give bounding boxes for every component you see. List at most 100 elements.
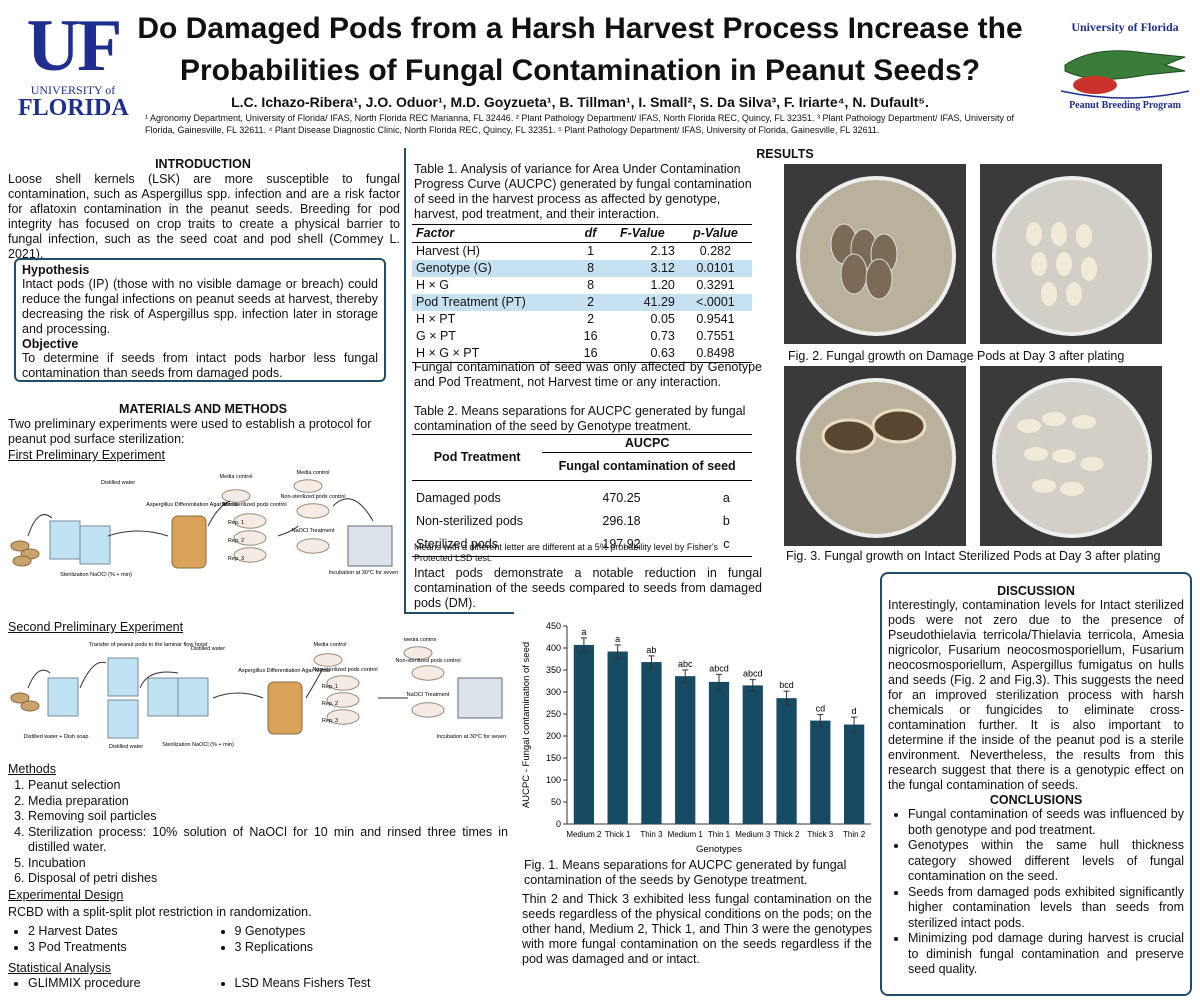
paragraph: Fungal contamination of seed was only af… — [414, 360, 762, 389]
table-cell: G × PT — [416, 329, 456, 343]
error-bar — [580, 637, 587, 653]
figure-caption: Fig. 1. Means separations for AUCPC gene… — [524, 858, 847, 887]
diagram-label: Sterilization NaOCl (% + min) — [60, 572, 132, 578]
paragraph: Loose shell kernels (LSK) are more susce… — [8, 172, 400, 261]
error-bar — [716, 673, 722, 690]
y-tick-label: 150 — [546, 753, 561, 763]
diagram-label: Incubation at 30°C for seven days — [437, 734, 508, 740]
x-tick-label: Thin 2 — [843, 830, 866, 839]
anova-table: Factor df F-Value p-Value Harvest (H) 1 2.13 0.… — [412, 224, 752, 363]
table-row: Non-sterilized pods 296.18 b — [412, 510, 752, 533]
media-bottle — [171, 515, 207, 569]
error-bar — [783, 690, 790, 706]
pod — [840, 253, 868, 295]
peanut — [12, 555, 32, 567]
beaker — [107, 657, 139, 697]
diagram-label: Rep. 2 — [322, 701, 338, 707]
beaker — [177, 677, 209, 717]
uf-logo: UF UNIVERSITY of FLORIDA — [18, 8, 129, 120]
list-item: 9 Genotypes — [235, 924, 429, 940]
pbp-logo: University of Florida Peanut Breeding Pr… — [1055, 20, 1195, 130]
header-row: Factor df F-Value p-Value — [412, 224, 752, 243]
hypothesis-box: Hypothesis Intact pods (IP) (those with … — [14, 258, 386, 382]
header-cell: df — [584, 226, 597, 240]
bar — [675, 676, 696, 824]
diagram-label: Non-sterilized pods control — [312, 667, 377, 673]
table-row: Harvest (H) 1 2.13 0.282 — [412, 243, 752, 261]
table-cell: <.0001 — [696, 295, 735, 309]
table-cell: 0.63 — [650, 346, 675, 360]
table-cell: 0.05 — [650, 312, 675, 326]
significance-letter: a — [581, 627, 586, 637]
conclusions-list: Fungal contamination of seeds was influe… — [888, 807, 1184, 978]
diagram-label: Transfer of peanut pods to the laminar f… — [89, 642, 207, 648]
y-axis-label: AUCPC - Fungal contamination of seed — [521, 642, 532, 808]
gator — [1060, 50, 1190, 99]
section-heading: INTRODUCTION — [155, 157, 251, 171]
table-cell: 8 — [587, 261, 595, 275]
table-cell: 1.20 — [650, 278, 675, 292]
petri-dish — [233, 513, 267, 529]
list-item: Incubation — [28, 856, 508, 872]
table-row: H × G × PT 16 0.63 0.8498 — [412, 345, 752, 363]
significance-letter: a — [615, 634, 620, 644]
pod — [871, 408, 927, 444]
petri-dish — [221, 489, 251, 503]
title: Do Damaged Pods from a Harsh Harvest Pro… — [135, 8, 1025, 92]
header-row: Fungal contamination of seed — [412, 453, 752, 481]
diagram-label: Aspergillus Differentiation Agar Media — [146, 502, 239, 508]
y-tick-label: 450 — [546, 621, 561, 631]
table-cell: Pod Treatment (PT) — [416, 295, 526, 309]
diagram-label: Media control — [403, 638, 436, 643]
list-item: Peanut selection — [28, 778, 508, 794]
diagram-label: Rep. 1 — [228, 520, 244, 526]
y-tick-label: 400 — [546, 643, 561, 653]
seed — [1081, 257, 1097, 281]
table-cell: 41.29 — [643, 295, 675, 309]
affiliations: ¹ Agronomy Department, University of Flo… — [145, 113, 1015, 135]
arrow — [79, 661, 107, 689]
diagram-label: Rep. 2 — [228, 538, 244, 544]
paragraph: Intact pods (IP) (those with no visible … — [22, 277, 378, 336]
list-item: LSD Means Fishers Test — [235, 976, 429, 992]
table-cell: 296.18 — [602, 514, 641, 528]
list-item: 3 Pod Treatments — [28, 940, 222, 956]
subheading: Methods — [8, 762, 56, 776]
x-tick-label: Thick 3 — [807, 830, 833, 839]
significance-letter: abcd — [743, 669, 763, 679]
bar — [742, 685, 763, 824]
arrow — [212, 692, 264, 699]
table-cell: Non-sterilized pods — [416, 514, 523, 528]
title-line: Probabilities of Fungal Contamination in… — [179, 54, 981, 87]
error-bar — [749, 679, 756, 692]
diagram-label: Non-sterilized pods control — [221, 502, 286, 508]
list-item: Removing soil particles — [28, 809, 508, 825]
list-item: 3 Replications — [235, 940, 429, 956]
y-tick-label: 0 — [556, 819, 561, 829]
seed — [1072, 415, 1096, 429]
seed — [1051, 222, 1067, 246]
diagram-label: Distilled water — [191, 646, 225, 652]
stats-list: GLIMMIX procedure LSD Means Fishers Test — [8, 976, 428, 992]
figure-caption: Fig. 2. Fungal growth on Damage Pods at … — [788, 349, 1125, 363]
x-tick-label: Medium 2 — [566, 830, 602, 839]
arrow — [27, 514, 53, 537]
error-bar — [817, 713, 824, 728]
methods-list: Peanut selectionMedia preparationRemovin… — [8, 778, 508, 887]
petri-dish — [313, 653, 343, 667]
header-row: Pod Treatment AUCPC — [412, 434, 752, 481]
section-heading: RESULTS — [756, 147, 814, 161]
table-cell: 0.73 — [650, 329, 675, 343]
discussion-box: DISCUSSION Interestingly, contamination … — [880, 572, 1192, 996]
subheading: Hypothesis — [22, 263, 90, 277]
header-cell: Pod Treatment — [412, 434, 543, 481]
table-row: Sterilized pods 197.92 c — [412, 533, 752, 557]
table-cell: Harvest (H) — [416, 244, 480, 258]
error-bar — [648, 655, 655, 669]
petri-dish — [293, 479, 323, 493]
diagram-label: NaOCl Treatment — [407, 692, 450, 698]
arrow — [277, 525, 299, 537]
petri-dish — [296, 538, 330, 554]
table-cell: c — [723, 537, 730, 551]
petri-dish — [326, 675, 360, 691]
